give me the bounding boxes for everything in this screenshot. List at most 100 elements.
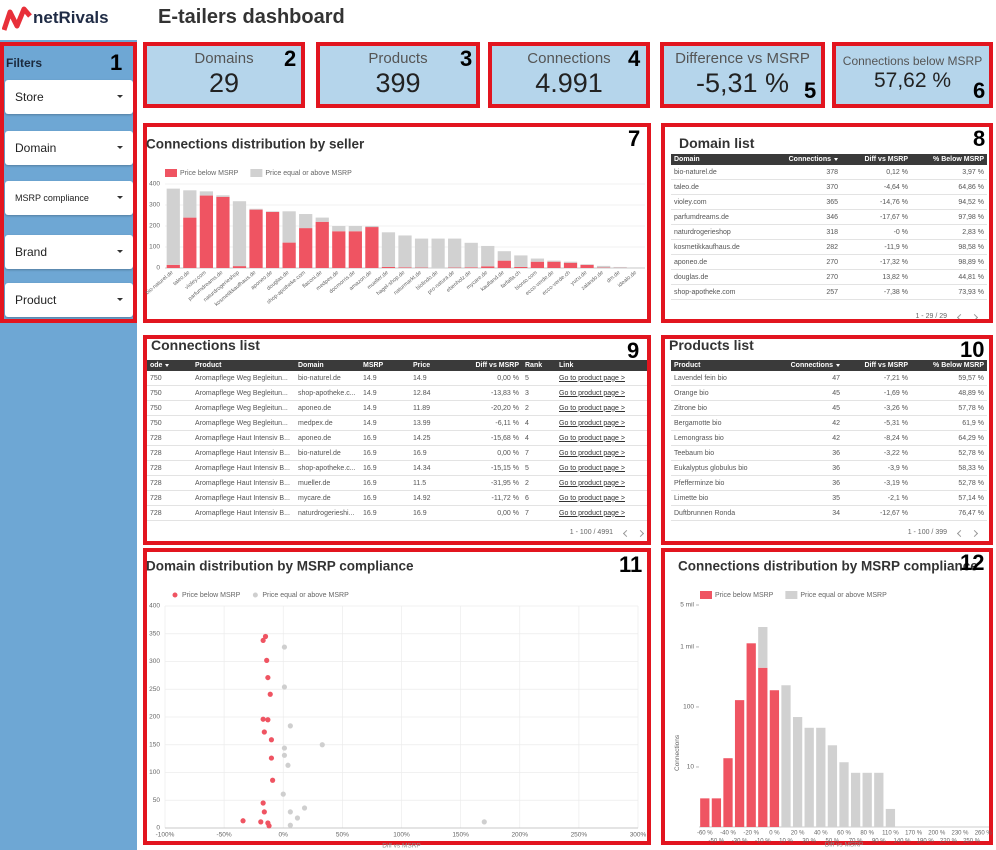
table-cell: Aromapflege Haut Intensiv B... xyxy=(192,430,295,446)
product-link[interactable]: Go to product page > xyxy=(556,445,647,461)
data-point xyxy=(287,822,293,828)
y-tick-label: 100 xyxy=(683,704,694,711)
product-link[interactable]: Go to product page > xyxy=(556,505,647,521)
dropdown-label[interactable]: MSRP compliance xyxy=(15,193,89,203)
dropdown[interactable]: Domain xyxy=(5,131,133,165)
table-cell: -14,76 % xyxy=(841,194,911,210)
table-cell: 16.9 xyxy=(360,505,410,521)
bar-segment xyxy=(885,808,896,827)
column-header[interactable]: Domain xyxy=(671,154,773,165)
kpi-value: 399 xyxy=(375,68,421,98)
table-cell: naturdrogerieshi... xyxy=(295,505,360,521)
dropdown-caret[interactable] xyxy=(117,95,123,98)
y-tick-label: 100 xyxy=(149,244,160,251)
bar-segment xyxy=(758,626,768,668)
dropdown-caret[interactable] xyxy=(117,146,123,149)
table-head: Domain Connections Diff vs MSRP% Below MSR… xyxy=(671,154,987,165)
column-header[interactable]: Diff vs MSRP xyxy=(843,360,911,371)
table-cell: -17,67 % xyxy=(841,209,911,225)
product-link[interactable]: Go to product page > xyxy=(556,400,647,416)
x-tick-label: 80 % xyxy=(860,831,874,837)
bar-segment xyxy=(580,264,594,268)
product-link[interactable]: Go to product page > xyxy=(556,475,647,491)
dropdown[interactable]: Product xyxy=(5,283,133,317)
bar-segment xyxy=(827,745,838,827)
column-header[interactable]: Connections xyxy=(777,360,843,371)
dropdown-label[interactable]: Brand xyxy=(15,245,48,259)
table-cell: 4 xyxy=(522,415,556,431)
table-row: Lemongrass bio 42 -8,24 % 64,29 % xyxy=(671,430,987,446)
dropdown-caret[interactable] xyxy=(117,196,123,199)
table-cell: -31,95 % xyxy=(462,475,522,491)
chart-panel xyxy=(143,123,651,323)
table-cell: 270 xyxy=(773,254,841,270)
bar-segment xyxy=(282,211,296,243)
column-header[interactable]: Price xyxy=(410,360,462,371)
bar-segment xyxy=(464,242,478,268)
column-header[interactable]: Diff vs MSRP xyxy=(841,154,911,165)
bar-segment xyxy=(265,211,280,268)
x-tick-label: 30 % xyxy=(802,839,816,845)
table-cell: Duftbrunnen Ronda xyxy=(671,505,777,521)
header-row: ode Product Domain MSRP Price Diff vs MSRP Ran… xyxy=(147,360,647,371)
product-link[interactable]: Go to product page > xyxy=(556,460,647,476)
kpi-value: 4.991 xyxy=(535,68,603,98)
x-tick-label: 0 % xyxy=(769,831,780,837)
column-header[interactable]: Rank xyxy=(522,360,556,371)
dropdown-label[interactable]: Product xyxy=(15,293,57,307)
legend-label: Price below MSRP xyxy=(182,592,241,599)
bar-segment xyxy=(630,267,644,268)
data-point xyxy=(265,717,271,723)
dropdown[interactable]: Store xyxy=(5,80,133,114)
bar-segment xyxy=(804,727,814,827)
table-cell: Zitrone bio xyxy=(671,400,777,416)
dropdown[interactable]: MSRP compliance xyxy=(5,181,133,215)
table-cell: -15,68 % xyxy=(462,430,522,446)
badge: 3 xyxy=(460,46,473,71)
bar-segment xyxy=(398,235,412,268)
bar-segment xyxy=(497,251,511,261)
table-cell: Aromapflege Haut Intensiv B... xyxy=(192,445,295,461)
legend-marker xyxy=(172,592,178,598)
product-link[interactable]: Go to product page > xyxy=(556,430,647,446)
dropdown-label[interactable]: Store xyxy=(15,90,44,104)
table-cell: aponeo.de xyxy=(295,430,360,446)
column-header[interactable]: % Below MSRP xyxy=(911,154,987,165)
bar-segment xyxy=(183,190,197,218)
product-link[interactable]: Go to product page > xyxy=(556,490,647,506)
dropdown-label[interactable]: Domain xyxy=(15,141,57,155)
column-header[interactable]: MSRP xyxy=(360,360,410,371)
column-header[interactable]: Product xyxy=(671,360,777,371)
product-link[interactable]: Go to product page > xyxy=(556,371,647,386)
table-cell: 16.9 xyxy=(360,460,410,476)
table-body: Lavendel fein bio 47 -7,21 % 59,57 % Orange … xyxy=(671,371,987,521)
column-header[interactable]: Link xyxy=(556,360,647,371)
dropdown-caret[interactable] xyxy=(117,250,123,253)
kpi-label: Connections xyxy=(527,50,611,67)
bar-segment xyxy=(769,690,780,827)
column-header[interactable]: Domain xyxy=(295,360,360,371)
table-cell: 378 xyxy=(773,165,841,180)
product-link[interactable]: Go to product page > xyxy=(556,415,647,431)
column-header[interactable]: Product xyxy=(192,360,295,371)
bar-segment xyxy=(299,214,313,229)
table-cell: mueller.de xyxy=(295,475,360,491)
x-tick-label: 90 % xyxy=(872,839,886,845)
dropdown-caret[interactable] xyxy=(117,298,123,301)
table-cell: 346 xyxy=(773,209,841,225)
table-cell: taleo.de xyxy=(671,179,773,195)
data-point xyxy=(268,755,275,761)
table-row: 750 Aromapflege Weg Begleitun... aponeo.de… xyxy=(147,400,647,416)
data-point xyxy=(285,762,291,768)
table-cell: 58,33 % xyxy=(911,460,987,476)
product-link[interactable]: Go to product page > xyxy=(556,385,647,401)
dropdown[interactable]: Brand xyxy=(5,235,133,269)
column-header[interactable]: % Below MSRP xyxy=(911,360,987,371)
bar-segment xyxy=(547,260,561,262)
bar-segment xyxy=(563,262,578,268)
y-tick-label: 300 xyxy=(149,202,160,209)
table-cell: 12.84 xyxy=(410,385,462,401)
column-header[interactable]: Diff vs MSRP xyxy=(462,360,522,371)
column-header[interactable]: ode xyxy=(147,360,192,371)
column-header[interactable]: Connections xyxy=(773,154,841,165)
